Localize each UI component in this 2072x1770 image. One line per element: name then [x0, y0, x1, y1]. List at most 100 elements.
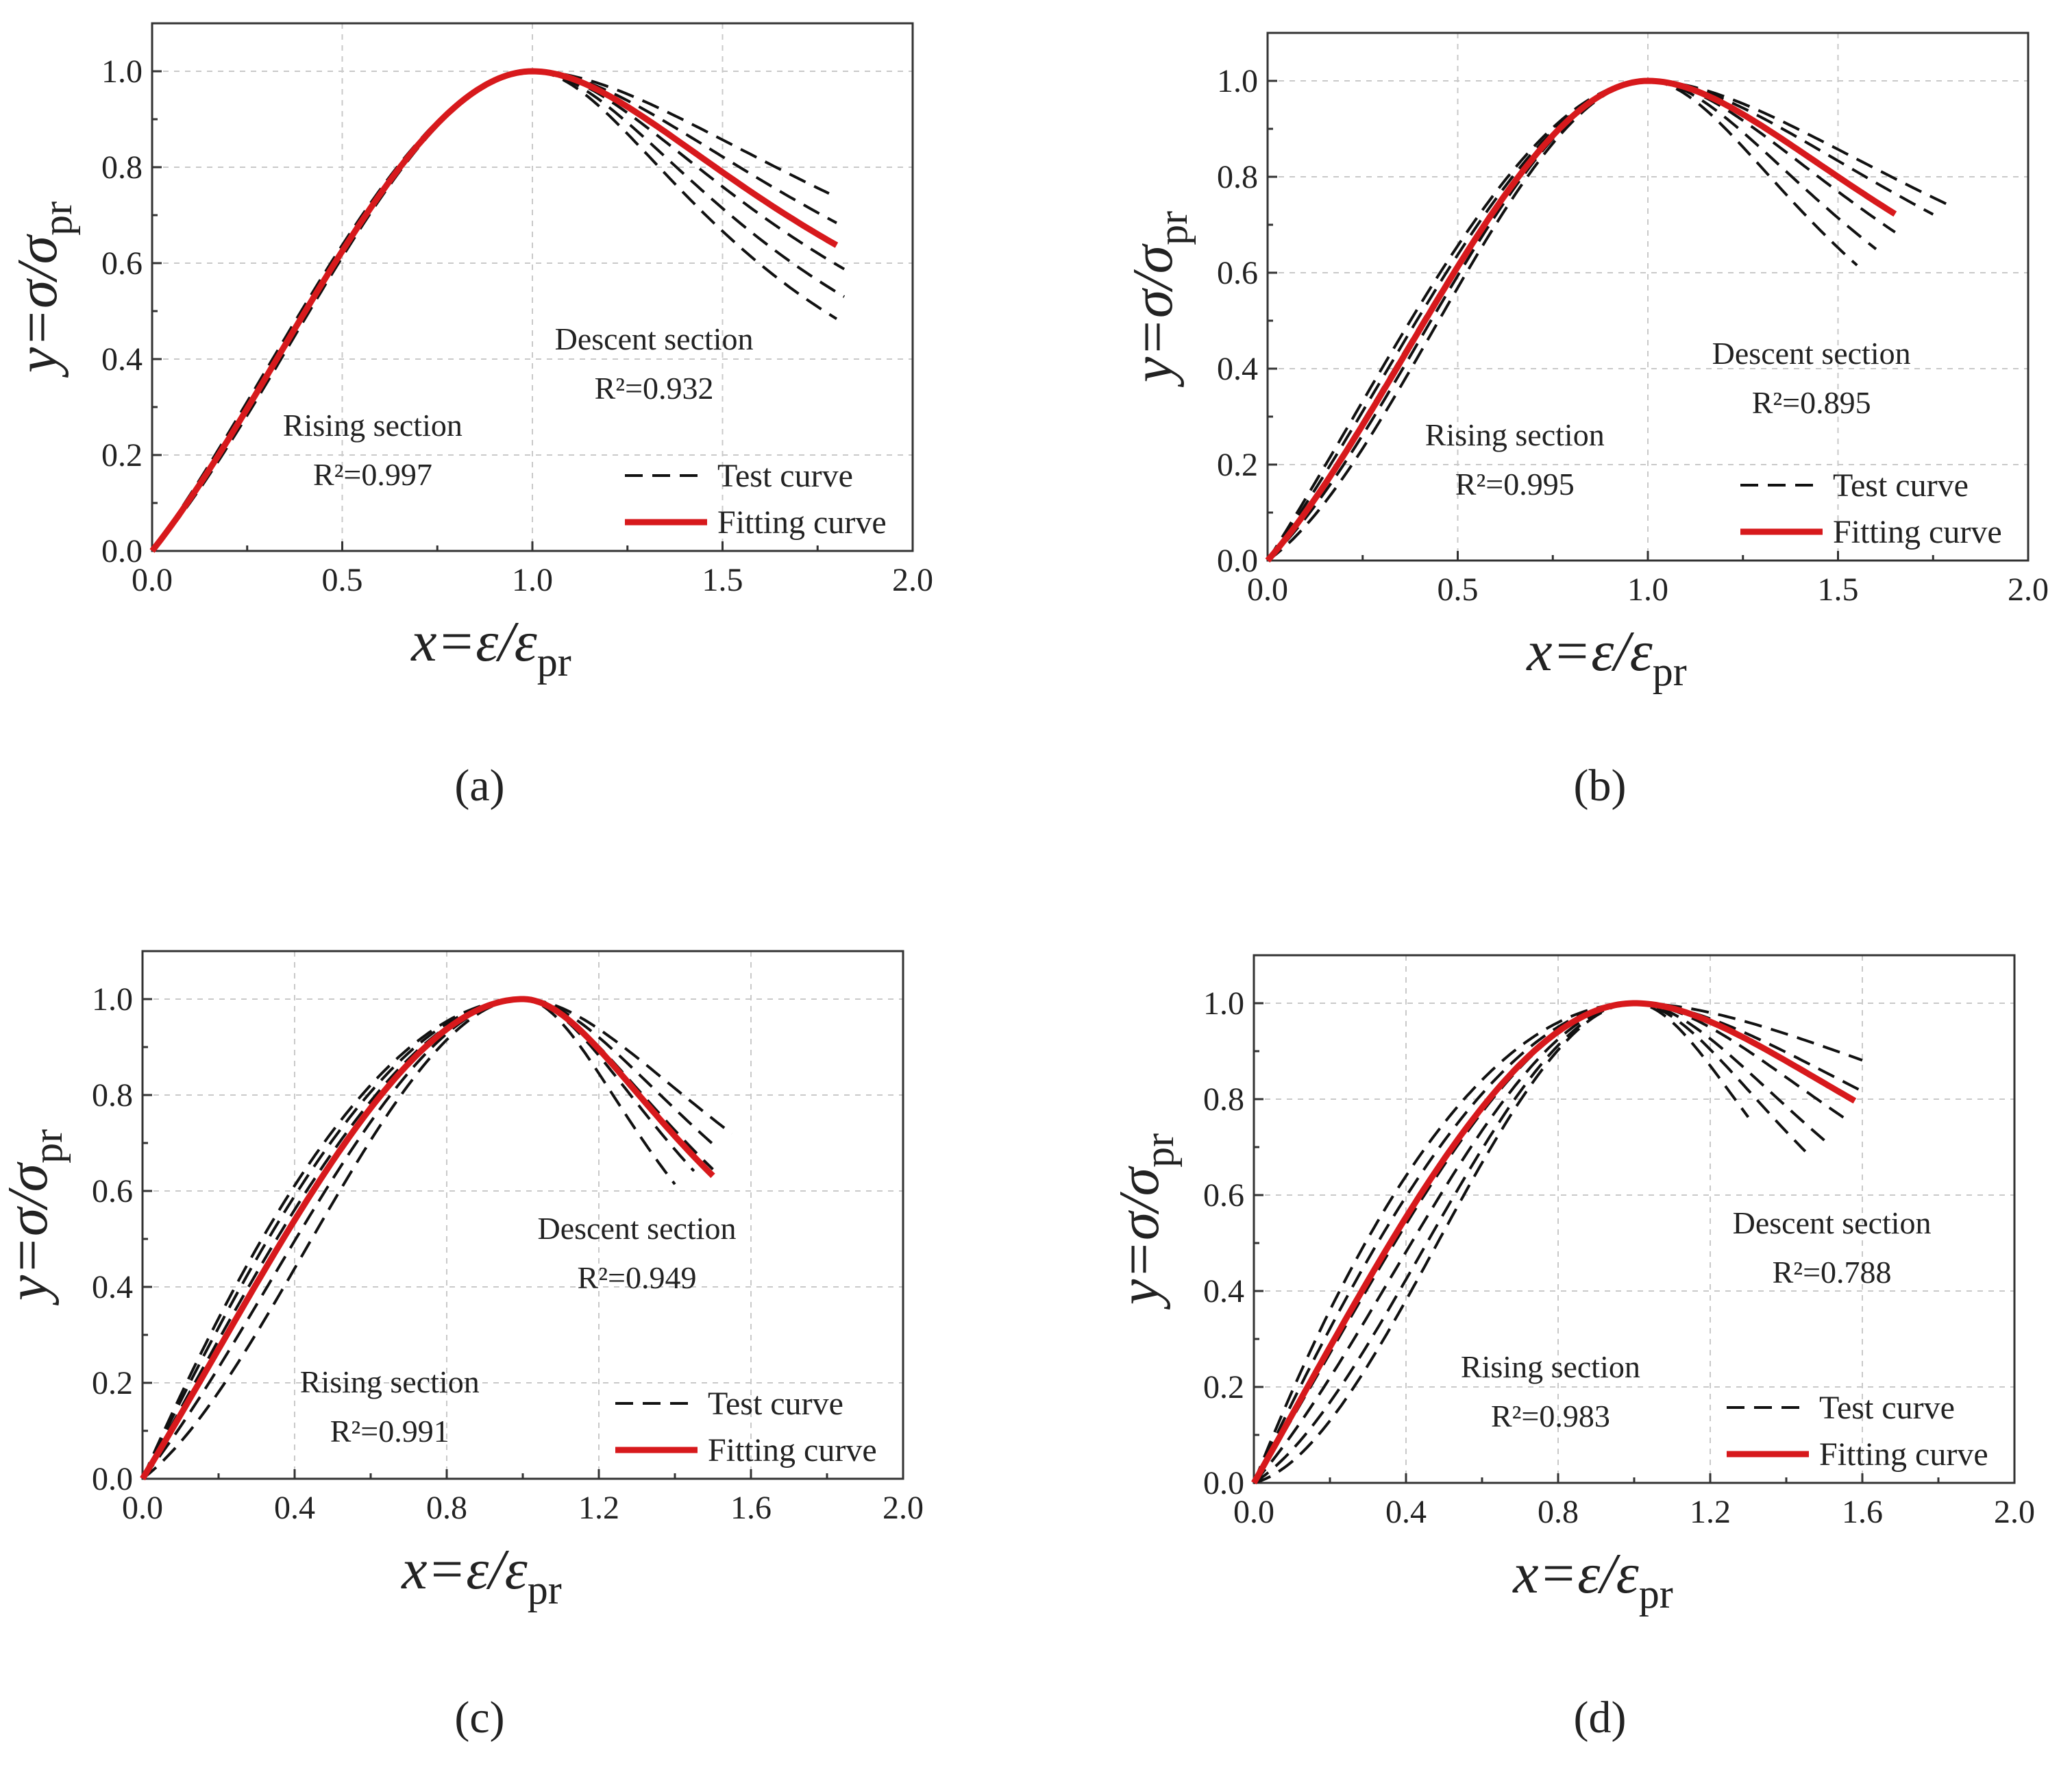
- y-tick-label: 0.4: [92, 1269, 133, 1305]
- panel-c: 0.0 0.4 0.8 1.2 1.6 2.0 0.0 0.2 0.4 0.6 0.8 1.0 x=ε/…: [0, 950, 924, 1743]
- y-tick-label: 0.2: [101, 437, 143, 474]
- legend-fit-label: Fitting curve: [708, 1432, 877, 1468]
- x-axis-title: x=ε/εpr: [410, 610, 571, 685]
- x-axis-title: x=ε/εpr: [1525, 619, 1687, 694]
- test-curve-5: [141, 997, 676, 1479]
- y-axis-title: y=σ/σpr: [1107, 1133, 1182, 1310]
- legend-fit-label: Fitting curve: [1833, 514, 2002, 550]
- y-axis-title: y=σ/σpr: [0, 1129, 71, 1306]
- y-tick-label: 0.0: [101, 533, 143, 569]
- descent-r2-label: R²=0.932: [595, 371, 714, 406]
- x-tick-label: 0.8: [426, 1490, 467, 1526]
- x-tick-label: 0.0: [1233, 1494, 1274, 1530]
- descent-section-label: Descent section: [538, 1211, 737, 1246]
- y-tick-label: 0.2: [1217, 447, 1258, 483]
- x-axis-title: x=ε/εpr: [400, 1538, 562, 1612]
- y-tick-label: 1.0: [1203, 985, 1244, 1022]
- y-tick-label: 0.6: [1217, 255, 1258, 291]
- x-tick-label: 0.5: [1438, 571, 1479, 608]
- rising-r2-label: R²=0.991: [330, 1414, 449, 1449]
- panel-label-d: (d): [1574, 1693, 1627, 1743]
- x-tick-label: 0.5: [322, 562, 363, 598]
- x-tick-label: 2.0: [1994, 1494, 2035, 1530]
- rising-r2-label: R²=0.995: [1455, 467, 1575, 502]
- x-tick-label: 0.0: [1247, 571, 1288, 608]
- x-tick-label: 1.5: [702, 562, 743, 598]
- rising-section-label: Rising section: [1425, 417, 1605, 452]
- y-axis-title: y=σ/σpr: [5, 201, 80, 378]
- x-tick-label: 1.0: [512, 562, 553, 598]
- legend-test-label: Test curve: [1819, 1390, 1955, 1426]
- legend-test-label: Test curve: [717, 458, 853, 494]
- y-tick-label: 0.0: [1217, 543, 1258, 579]
- x-tick-label: 2.0: [883, 1490, 924, 1526]
- y-tick-label: 1.0: [1217, 63, 1258, 99]
- y-tick-label: 0.0: [1203, 1465, 1244, 1501]
- test-curve-2: [141, 997, 714, 1480]
- x-tick-label: 1.2: [1690, 1494, 1731, 1530]
- x-tick-label: 0.0: [122, 1490, 163, 1526]
- panel-label-c: (c): [454, 1693, 504, 1743]
- fitting-curve: [1265, 77, 1897, 563]
- y-tick-label: 0.4: [101, 341, 143, 378]
- panel-label-b: (b): [1574, 761, 1627, 811]
- fitting-curve: [1251, 1000, 1857, 1485]
- panel-a: 0.0 0.5 1.0 1.5 2.0 0.0 0.2 0.4 0.6 0.8 1.0 x=ε/εpr…: [5, 22, 933, 811]
- x-tick-label: 0.0: [132, 562, 173, 598]
- panel-d: 0.0 0.4 0.8 1.2 1.6 2.0 0.0 0.2 0.4 0.6 0.8 1.0 x=ε/…: [1107, 954, 2035, 1743]
- rising-r2-label: R²=0.997: [313, 457, 432, 492]
- test-curve-4: [141, 997, 695, 1479]
- panel-label-a: (a): [454, 761, 504, 811]
- fitting-curve: [149, 68, 839, 553]
- test-curve-3: [1253, 1001, 1845, 1484]
- y-tick-label: 0.8: [1217, 159, 1258, 195]
- x-tick-label: 0.4: [274, 1490, 315, 1526]
- x-tick-label: 0.4: [1385, 1494, 1427, 1530]
- y-tick-label: 0.4: [1217, 351, 1258, 387]
- rising-section-label: Rising section: [283, 408, 463, 443]
- x-tick-label: 1.0: [1627, 571, 1668, 608]
- y-tick-label: 1.0: [101, 53, 143, 90]
- rising-section-label: Rising section: [300, 1364, 480, 1399]
- x-tick-label: 1.6: [730, 1490, 772, 1526]
- fitting-curve: [140, 996, 715, 1481]
- test-curve-1: [1253, 1002, 1863, 1484]
- descent-r2-label: R²=0.949: [578, 1260, 697, 1295]
- legend-fit-label: Fitting curve: [1819, 1436, 1988, 1473]
- panel-b: 0.0 0.5 1.0 1.5 2.0 0.0 0.2 0.4 0.6 0.8 1.0 x=ε/εpr…: [1121, 32, 2049, 811]
- x-axis-title: x=ε/εpr: [1512, 1542, 1673, 1617]
- rising-section-label: Rising section: [1461, 1349, 1640, 1384]
- rising-r2-label: R²=0.983: [1491, 1399, 1610, 1434]
- descent-r2-label: R²=0.895: [1752, 385, 1871, 420]
- test-curve-6: [1253, 1001, 1750, 1484]
- test-curve-2: [1253, 1001, 1863, 1484]
- y-tick-label: 0.2: [92, 1365, 133, 1401]
- descent-section-label: Descent section: [555, 321, 754, 356]
- x-tick-label: 0.8: [1538, 1494, 1579, 1530]
- x-tick-label: 1.2: [578, 1490, 619, 1526]
- y-tick-label: 0.8: [1203, 1081, 1244, 1118]
- y-tick-label: 0.2: [1203, 1369, 1244, 1405]
- x-tick-label: 1.5: [1818, 571, 1859, 608]
- x-tick-label: 1.6: [1842, 1494, 1883, 1530]
- legend-fit-label: Fitting curve: [717, 504, 887, 541]
- test-curve-1: [141, 997, 733, 1480]
- y-tick-label: 0.8: [92, 1077, 133, 1114]
- test-curve-5: [1253, 1001, 1807, 1484]
- y-tick-label: 0.6: [101, 245, 143, 282]
- descent-section-label: Descent section: [1712, 336, 1911, 371]
- y-tick-label: 0.0: [92, 1461, 133, 1497]
- legend-test-label: Test curve: [1833, 467, 1969, 504]
- descent-r2-label: R²=0.788: [1773, 1255, 1892, 1290]
- y-tick-label: 0.6: [92, 1173, 133, 1209]
- y-tick-label: 0.8: [101, 149, 143, 186]
- test-curve-5: [1266, 79, 1858, 562]
- legend-test-label: Test curve: [708, 1386, 843, 1422]
- x-tick-label: 2.0: [2008, 571, 2049, 608]
- x-tick-label: 2.0: [892, 562, 933, 598]
- descent-section-label: Descent section: [1733, 1205, 1932, 1240]
- test-curve-4: [1266, 79, 1877, 562]
- y-tick-label: 0.6: [1203, 1177, 1244, 1214]
- y-axis-title: y=σ/σpr: [1121, 211, 1196, 388]
